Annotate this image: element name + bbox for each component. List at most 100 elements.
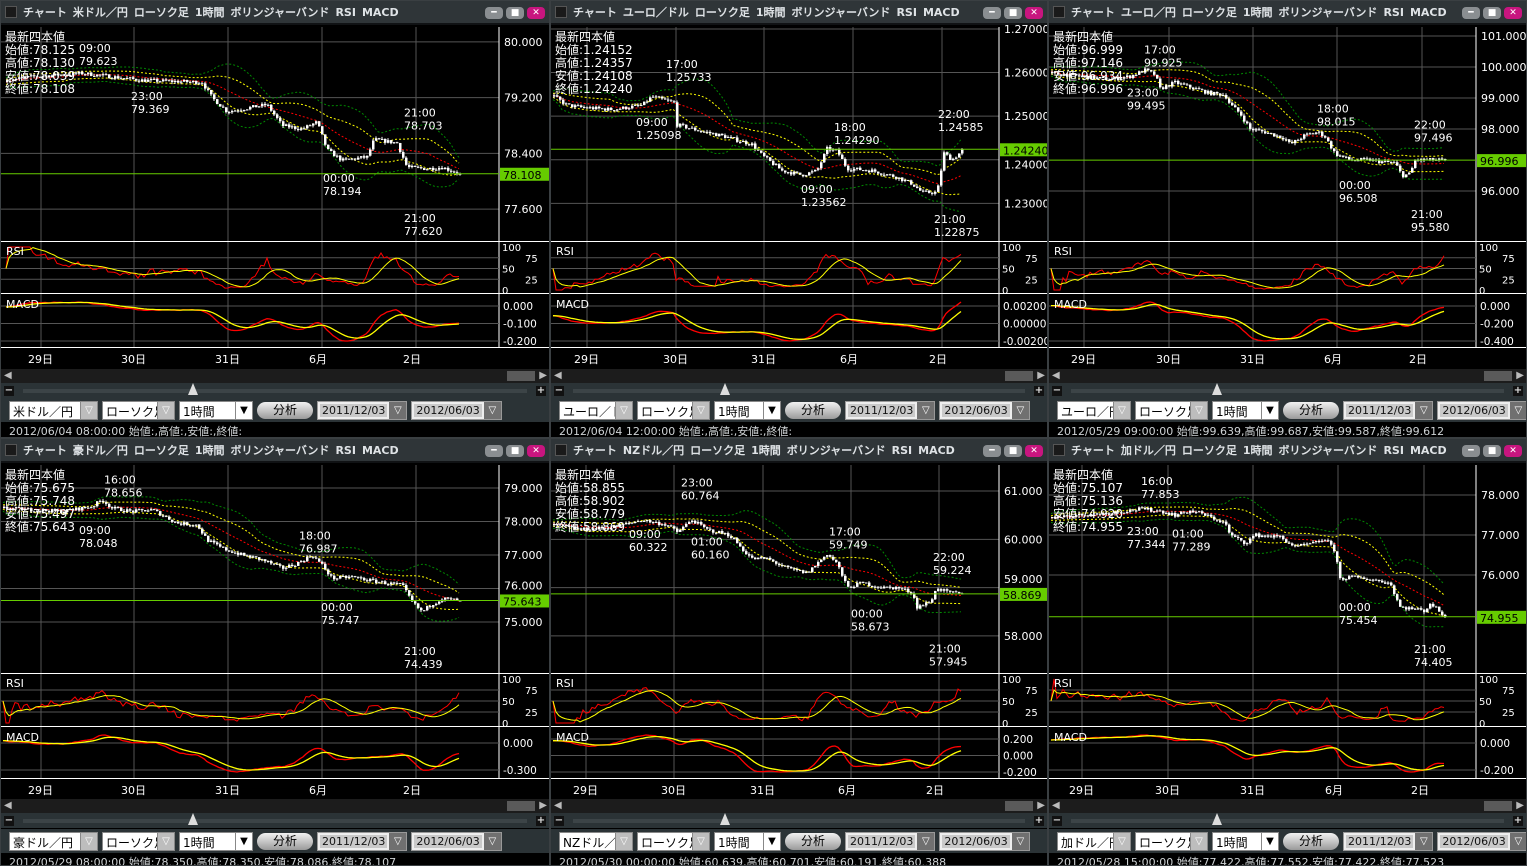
chevron-down-icon[interactable]: ▽ bbox=[389, 401, 407, 419]
chevron-down-icon[interactable]: ▽ bbox=[1415, 832, 1433, 850]
maximize-button[interactable]: ■ bbox=[1004, 445, 1022, 457]
to-date-select[interactable]: 2012/06/03 ▽ bbox=[1437, 400, 1526, 420]
chevron-down-icon[interactable]: ▽ bbox=[389, 832, 407, 850]
scroll-right-arrow[interactable]: ▶ bbox=[539, 800, 547, 811]
maximize-button[interactable]: ■ bbox=[1483, 445, 1501, 457]
chevron-down-icon[interactable]: ▽ bbox=[917, 401, 935, 419]
chevron-down-icon[interactable]: ▽ bbox=[1011, 401, 1029, 419]
analyze-button[interactable]: 分析 bbox=[257, 832, 313, 850]
from-date-select[interactable]: 2011/12/03 ▽ bbox=[845, 400, 936, 420]
zoom-in-button[interactable]: + bbox=[1034, 385, 1044, 396]
scrollbar-thumb[interactable] bbox=[507, 801, 535, 811]
zoom-in-button[interactable]: + bbox=[536, 385, 546, 396]
zoom-out-button[interactable]: − bbox=[554, 385, 564, 396]
close-button[interactable]: ✕ bbox=[1025, 7, 1043, 19]
zoom-in-button[interactable]: + bbox=[1034, 815, 1044, 826]
from-date-select[interactable]: 2011/12/03 ▽ bbox=[845, 831, 936, 851]
scroll-right-arrow[interactable]: ▶ bbox=[539, 370, 547, 381]
currency-pair-select[interactable]: ユーロ／円▽ bbox=[1057, 400, 1131, 420]
scroll-left-arrow[interactable]: ◀ bbox=[554, 370, 562, 381]
scrollbar-thumb[interactable] bbox=[1005, 371, 1033, 381]
minimize-button[interactable]: ━ bbox=[1462, 445, 1480, 457]
currency-pair-select[interactable]: 米ドル／円 ▽ bbox=[9, 400, 98, 420]
from-date-select[interactable]: 2011/12/03 ▽ bbox=[317, 400, 408, 420]
chart-type-select[interactable]: ローソク足▽ bbox=[102, 400, 175, 420]
chevron-down-icon[interactable]: ▼ bbox=[235, 832, 252, 850]
interval-select[interactable]: 1時間 ▼ bbox=[1212, 831, 1279, 851]
close-button[interactable]: ✕ bbox=[527, 445, 545, 457]
zoom-in-button[interactable]: + bbox=[536, 815, 546, 826]
horizontal-scrollbar[interactable]: ◀ ▶ bbox=[1, 799, 549, 813]
currency-pair-select[interactable]: NZドル／ ▽ bbox=[559, 831, 633, 851]
chevron-down-icon[interactable]: ▽ bbox=[483, 832, 501, 850]
title-bar[interactable]: チャート ユーロ／ドル ローソク足 1時間 ボリンジャーバンド RSI MACD ━ ■ ✕ bbox=[551, 1, 1047, 25]
chevron-down-icon[interactable]: ▼ bbox=[763, 401, 780, 419]
zoom-slider-track[interactable] bbox=[573, 819, 1025, 823]
to-date-select[interactable]: 2012/06/03 ▽ bbox=[411, 831, 502, 851]
interval-select[interactable]: 1時間 ▼ bbox=[179, 831, 253, 851]
zoom-slider-handle[interactable] bbox=[1212, 813, 1222, 825]
to-date-select[interactable]: 2012/06/03 ▽ bbox=[939, 831, 1030, 851]
currency-pair-select[interactable]: 豪ドル／円 ▽ bbox=[9, 831, 98, 851]
minimize-button[interactable]: ━ bbox=[983, 445, 1001, 457]
scroll-right-arrow[interactable]: ▶ bbox=[1516, 370, 1524, 381]
interval-select[interactable]: 1時間 ▼ bbox=[179, 400, 253, 420]
analyze-button[interactable]: 分析 bbox=[257, 401, 313, 419]
horizontal-scrollbar[interactable]: ◀ ▶ bbox=[551, 369, 1047, 383]
chevron-down-icon[interactable]: ▽ bbox=[483, 401, 501, 419]
zoom-out-button[interactable]: − bbox=[1052, 815, 1062, 826]
interval-select[interactable]: 1時間 ▼ bbox=[714, 400, 781, 420]
analyze-button[interactable]: 分析 bbox=[1283, 832, 1339, 850]
zoom-slider-track[interactable] bbox=[23, 389, 527, 393]
zoom-slider-track[interactable] bbox=[23, 819, 527, 823]
chart-type-select[interactable]: ローソク足▽ bbox=[102, 831, 175, 851]
scroll-left-arrow[interactable]: ◀ bbox=[1052, 800, 1060, 811]
currency-pair-select[interactable]: 加ドル／円▽ bbox=[1057, 831, 1131, 851]
maximize-button[interactable]: ■ bbox=[506, 445, 524, 457]
scroll-left-arrow[interactable]: ◀ bbox=[4, 800, 12, 811]
chevron-down-icon[interactable]: ▽ bbox=[1509, 401, 1526, 419]
zoom-slider-handle[interactable] bbox=[188, 813, 198, 825]
close-button[interactable]: ✕ bbox=[1504, 7, 1522, 19]
horizontal-scrollbar[interactable]: ◀ ▶ bbox=[1049, 799, 1526, 813]
scroll-left-arrow[interactable]: ◀ bbox=[554, 800, 562, 811]
chevron-down-icon[interactable]: ▽ bbox=[80, 401, 97, 419]
scroll-right-arrow[interactable]: ▶ bbox=[1037, 800, 1045, 811]
analyze-button[interactable]: 分析 bbox=[785, 401, 841, 419]
zoom-slider-track[interactable] bbox=[573, 389, 1025, 393]
horizontal-scrollbar[interactable]: ◀ ▶ bbox=[1049, 369, 1526, 383]
to-date-select[interactable]: 2012/06/03 ▽ bbox=[939, 400, 1030, 420]
zoom-out-button[interactable]: − bbox=[4, 815, 14, 826]
maximize-button[interactable]: ■ bbox=[1483, 7, 1501, 19]
chevron-down-icon[interactable]: ▼ bbox=[1261, 832, 1278, 850]
chevron-down-icon[interactable]: ▽ bbox=[157, 401, 174, 419]
zoom-slider[interactable]: − + bbox=[551, 813, 1047, 828]
zoom-slider-handle[interactable] bbox=[720, 813, 730, 825]
to-date-select[interactable]: 2012/06/03 ▽ bbox=[411, 400, 502, 420]
zoom-slider[interactable]: − + bbox=[1049, 813, 1526, 828]
chevron-down-icon[interactable]: ▼ bbox=[235, 401, 252, 419]
maximize-button[interactable]: ■ bbox=[506, 7, 524, 19]
horizontal-scrollbar[interactable]: ◀ ▶ bbox=[551, 799, 1047, 813]
analyze-button[interactable]: 分析 bbox=[785, 832, 841, 850]
chevron-down-icon[interactable]: ▽ bbox=[1415, 401, 1433, 419]
maximize-button[interactable]: ■ bbox=[1004, 7, 1022, 19]
to-date-select[interactable]: 2012/06/03 ▽ bbox=[1437, 831, 1526, 851]
scrollbar-thumb[interactable] bbox=[507, 371, 535, 381]
chevron-down-icon[interactable]: ▼ bbox=[763, 832, 780, 850]
chevron-down-icon[interactable]: ▽ bbox=[1190, 832, 1207, 850]
chevron-down-icon[interactable]: ▽ bbox=[692, 832, 709, 850]
from-date-select[interactable]: 2011/12/03 ▽ bbox=[1343, 400, 1434, 420]
zoom-slider-track[interactable] bbox=[1071, 819, 1504, 823]
zoom-slider[interactable]: − + bbox=[551, 383, 1047, 398]
scrollbar-thumb[interactable] bbox=[1484, 801, 1512, 811]
title-bar[interactable]: チャート 豪ドル／円 ローソク足 1時間 ボリンジャーバンド RSI MACD ━ ■ ✕ bbox=[1, 439, 549, 463]
minimize-button[interactable]: ━ bbox=[983, 7, 1001, 19]
chevron-down-icon[interactable]: ▽ bbox=[1113, 832, 1130, 850]
close-button[interactable]: ✕ bbox=[1025, 445, 1043, 457]
title-bar[interactable]: チャート 加ドル／円 ローソク足 1時間 ボリンジャーバンド RSI MACD ━ ■ ✕ bbox=[1049, 439, 1526, 463]
chevron-down-icon[interactable]: ▽ bbox=[917, 832, 935, 850]
close-button[interactable]: ✕ bbox=[1504, 445, 1522, 457]
scroll-right-arrow[interactable]: ▶ bbox=[1516, 800, 1524, 811]
zoom-in-button[interactable]: + bbox=[1513, 385, 1523, 396]
